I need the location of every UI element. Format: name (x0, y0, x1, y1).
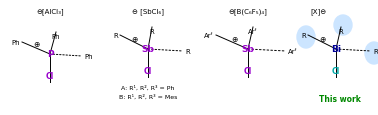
Text: A: R¹, R², R³ = Ph: A: R¹, R², R³ = Ph (121, 85, 175, 90)
Text: Arᶠ: Arᶠ (204, 33, 214, 39)
Text: Cl: Cl (332, 66, 340, 75)
Text: Cl: Cl (244, 66, 252, 75)
Text: B: R¹, R², R³ = Mes: B: R¹, R², R³ = Mes (119, 94, 177, 99)
Text: Sb: Sb (142, 45, 155, 54)
Text: R: R (185, 49, 190, 55)
Text: R: R (150, 29, 154, 35)
Text: Bi: Bi (331, 45, 341, 54)
Text: [X]⊖: [X]⊖ (310, 9, 326, 15)
Text: Ph: Ph (84, 54, 93, 59)
Text: Ph: Ph (52, 34, 60, 40)
Text: Sb: Sb (242, 45, 254, 54)
Text: ⊖ [SbCl₆]: ⊖ [SbCl₆] (132, 9, 164, 15)
Text: Arᶠ: Arᶠ (248, 29, 258, 35)
Text: ⊕: ⊕ (319, 35, 325, 44)
Text: This work: This work (319, 95, 361, 104)
Ellipse shape (334, 16, 352, 36)
Text: Cl: Cl (46, 71, 54, 80)
Text: R: R (339, 29, 343, 35)
Text: Ph: Ph (11, 40, 20, 46)
Ellipse shape (297, 27, 315, 49)
Text: Cl: Cl (144, 66, 152, 75)
Text: ⊖[B(C₆F₅)₄]: ⊖[B(C₆F₅)₄] (229, 9, 268, 15)
Text: ⊕: ⊕ (131, 35, 137, 44)
Text: Arᶠ: Arᶠ (288, 49, 298, 55)
Text: R: R (373, 49, 378, 55)
Text: R: R (301, 33, 306, 39)
Ellipse shape (365, 43, 378, 64)
Text: ⊕: ⊕ (231, 35, 237, 44)
Text: ⊖[AlCl₃]: ⊖[AlCl₃] (36, 9, 64, 15)
Text: ⊕: ⊕ (33, 40, 39, 49)
Text: P: P (47, 50, 53, 59)
Text: R: R (113, 33, 118, 39)
